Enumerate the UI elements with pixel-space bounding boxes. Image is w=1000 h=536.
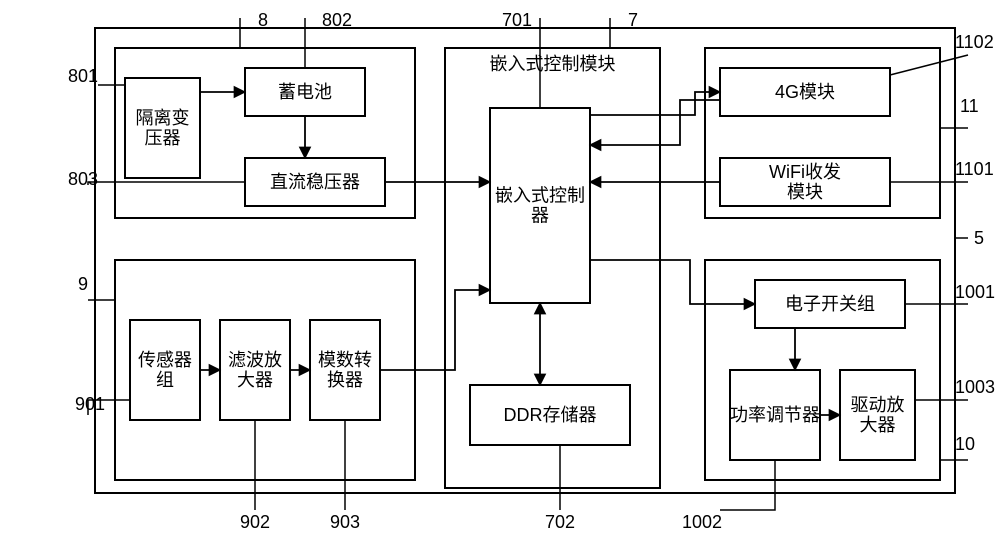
node-label-803: 直流稳压器 [270, 172, 360, 192]
diagram-canvas: 8嵌入式控制模块711910隔离变压器801蓄电池802直流稳压器803嵌入式控… [0, 0, 1000, 536]
node-label-1001: 电子开关组 [785, 294, 875, 314]
arrow-n701-n1001 [590, 260, 755, 304]
ref-801: 801 [68, 66, 98, 86]
node-label-701: 嵌入式控制 [495, 186, 585, 206]
node-label-901: 传感器 [138, 350, 192, 370]
node-label-901: 组 [156, 370, 174, 390]
ref-8: 8 [258, 10, 268, 30]
node-label-1101: 模块 [787, 182, 823, 202]
ref-702: 702 [545, 512, 575, 532]
ref-7: 7 [628, 10, 638, 30]
ref-1102: 1102 [955, 32, 994, 52]
node-label-801: 隔离变 [136, 108, 190, 128]
arrow-n903-n701 [380, 290, 490, 370]
lead-1102 [890, 55, 968, 75]
ref-903: 903 [330, 512, 360, 532]
node-label-903: 换器 [327, 370, 363, 390]
node-label-903: 模数转 [318, 350, 372, 370]
ref-11: 11 [960, 96, 979, 116]
node-label-701: 器 [531, 206, 549, 226]
ref-803: 803 [68, 169, 98, 189]
node-label-902: 大器 [237, 370, 273, 390]
node-label-1003: 大器 [860, 415, 896, 435]
node-label-802: 蓄电池 [278, 82, 332, 102]
node-label-702: DDR存储器 [504, 405, 597, 425]
ref-901: 901 [75, 394, 105, 414]
ref-1101: 1101 [955, 159, 994, 179]
ref-5: 5 [974, 228, 984, 248]
ref-10: 10 [955, 434, 975, 454]
ref-1003: 1003 [955, 377, 995, 397]
lead-803 [88, 182, 245, 185]
node-label-1002: 功率调节器 [730, 405, 820, 425]
lead-1002 [720, 460, 775, 510]
ref-1002: 1002 [682, 512, 722, 532]
node-label-902: 滤波放 [228, 350, 282, 370]
ref-701: 701 [502, 10, 532, 30]
ref-802: 802 [322, 10, 352, 30]
arrow-n701-n1102 [590, 92, 720, 115]
ref-902: 902 [240, 512, 270, 532]
node-label-1102: 4G模块 [775, 82, 835, 102]
node-label-801: 压器 [145, 128, 181, 148]
group-title-7: 嵌入式控制模块 [490, 54, 616, 74]
node-label-1101: WiFi收发 [769, 162, 841, 182]
arrow-n1102-n701 [590, 100, 720, 145]
ref-1001: 1001 [955, 282, 995, 302]
ref-9: 9 [78, 274, 88, 294]
node-label-1003: 驱动放 [851, 395, 905, 415]
